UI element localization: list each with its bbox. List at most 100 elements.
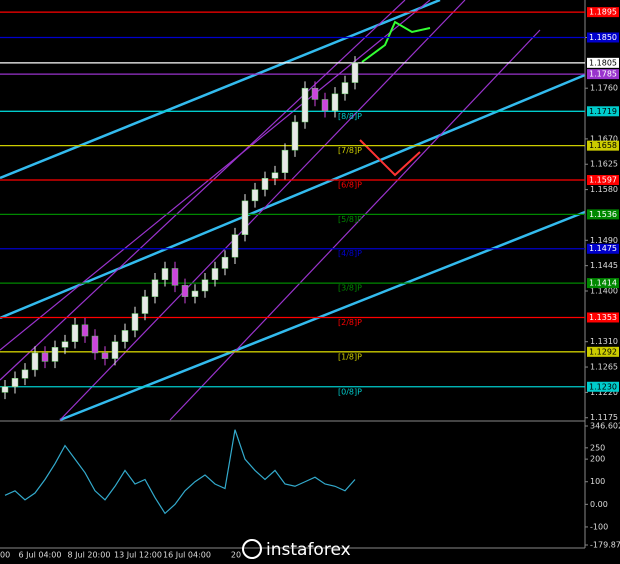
y-tick-label: 0.00 — [590, 500, 608, 509]
candle-body — [241, 200, 249, 235]
indicator-line — [4, 429, 356, 515]
candle-body — [261, 178, 269, 190]
level-box — [587, 175, 619, 186]
candle-body — [131, 313, 139, 331]
y-tick-label: 1.1490 — [590, 236, 618, 245]
level-label: 1.1230 — [589, 382, 617, 391]
y-tick-label: 1.1670 — [590, 134, 618, 143]
level-box — [587, 106, 619, 117]
candle-body — [211, 268, 219, 280]
y-tick-label: 1.1220 — [590, 388, 618, 397]
candle-body — [71, 324, 79, 342]
level-box — [587, 278, 619, 289]
candle-body — [321, 99, 329, 111]
y-tick-label: 1.1400 — [590, 286, 618, 295]
candle-body — [91, 335, 99, 354]
y-tick-label: 1.1175 — [590, 413, 618, 422]
level-box — [587, 243, 619, 254]
level-label: 1.1536 — [589, 210, 617, 219]
y-tick-label: 1.1580 — [590, 185, 618, 194]
level-label: 1.1805 — [589, 58, 617, 67]
y-tick-label: 346.6021 — [590, 422, 620, 431]
candle-body — [271, 172, 279, 179]
murray-label: [2/8]P — [338, 318, 362, 327]
forecast-arrows — [359, 20, 431, 177]
level-box — [587, 57, 619, 68]
level-label: 1.1597 — [589, 176, 617, 185]
candle-body — [221, 256, 229, 269]
candle-body — [101, 352, 109, 359]
murray-label: [5/8]P — [338, 215, 362, 224]
channel-line — [169, 29, 541, 421]
candle-body — [231, 234, 239, 258]
candle-body — [151, 279, 159, 297]
x-tick-label: 00 — [0, 551, 10, 560]
level-label: 1.1292 — [589, 347, 617, 356]
watermark-text: instaforex — [266, 540, 351, 560]
candle-body — [141, 296, 149, 314]
level-label: 1.1475 — [589, 244, 617, 253]
channel-line — [0, 73, 586, 320]
logo — [242, 539, 262, 559]
candle-body — [1, 386, 9, 393]
candle-body — [61, 341, 69, 348]
candle-body — [51, 347, 59, 362]
murray-label: [7/8]P — [338, 146, 362, 155]
candle-body — [291, 121, 299, 151]
candle-body — [301, 87, 309, 123]
murray-label: [6/8]P — [338, 181, 362, 190]
candle-body — [161, 268, 169, 280]
channel-line — [59, 0, 466, 421]
x-tick-label: 6 Jul 04:00 — [19, 551, 62, 560]
watermark: instaforex — [242, 539, 351, 560]
candle-body — [171, 268, 179, 286]
murray-label: [1/8]P — [338, 352, 362, 361]
murray-label: [8/8]P — [338, 112, 362, 121]
candle-body — [311, 87, 319, 100]
x-tick-label: 13 Jul 12:00 — [114, 551, 162, 560]
y-tick-label: 1.1625 — [590, 160, 618, 169]
level-box — [587, 140, 619, 151]
arrow-down — [359, 139, 421, 177]
level-box — [587, 312, 619, 323]
level-box — [587, 32, 619, 43]
candle-body — [331, 93, 339, 111]
candle-body — [351, 62, 359, 83]
arrow-up — [361, 20, 431, 63]
murray-label: [3/8]P — [338, 284, 362, 293]
y-tick-label: 1.1760 — [590, 84, 618, 93]
candle-body — [181, 285, 189, 297]
x-tick-label: 16 Jul 04:00 — [163, 551, 211, 560]
level-box — [587, 346, 619, 357]
level-box — [587, 7, 619, 18]
channels — [0, 0, 586, 422]
candle-body — [121, 330, 129, 342]
candle-body — [31, 352, 39, 371]
x-tick-label: 20 — [231, 551, 241, 560]
candle-body — [281, 149, 289, 173]
y-tick-label: -100 — [590, 522, 608, 531]
candle-body — [111, 341, 119, 359]
candle-body — [251, 189, 259, 202]
candle-body — [191, 290, 199, 297]
y-tick-label: 1.1265 — [590, 363, 618, 372]
candle-body — [11, 378, 19, 388]
candle-body — [341, 82, 349, 95]
candle-body — [41, 352, 49, 362]
candle-body — [81, 324, 89, 337]
y-tick-label: 1.1445 — [590, 261, 618, 270]
level-box — [587, 381, 619, 392]
murray-label: [4/8]P — [338, 249, 362, 258]
level-box — [587, 209, 619, 220]
y-tick-label: 200 — [590, 455, 605, 464]
level-label: 1.1719 — [589, 107, 617, 116]
x-tick-label: 8 Jul 20:00 — [68, 551, 111, 560]
level-label: 1.1658 — [589, 141, 617, 150]
candle-body — [21, 369, 29, 379]
murray-label: [0/8]P — [338, 387, 362, 396]
level-label: 1.1850 — [589, 33, 617, 42]
level-label: 1.1895 — [589, 8, 617, 17]
level-label: 1.1785 — [589, 70, 617, 79]
level-label: 1.1414 — [589, 279, 617, 288]
